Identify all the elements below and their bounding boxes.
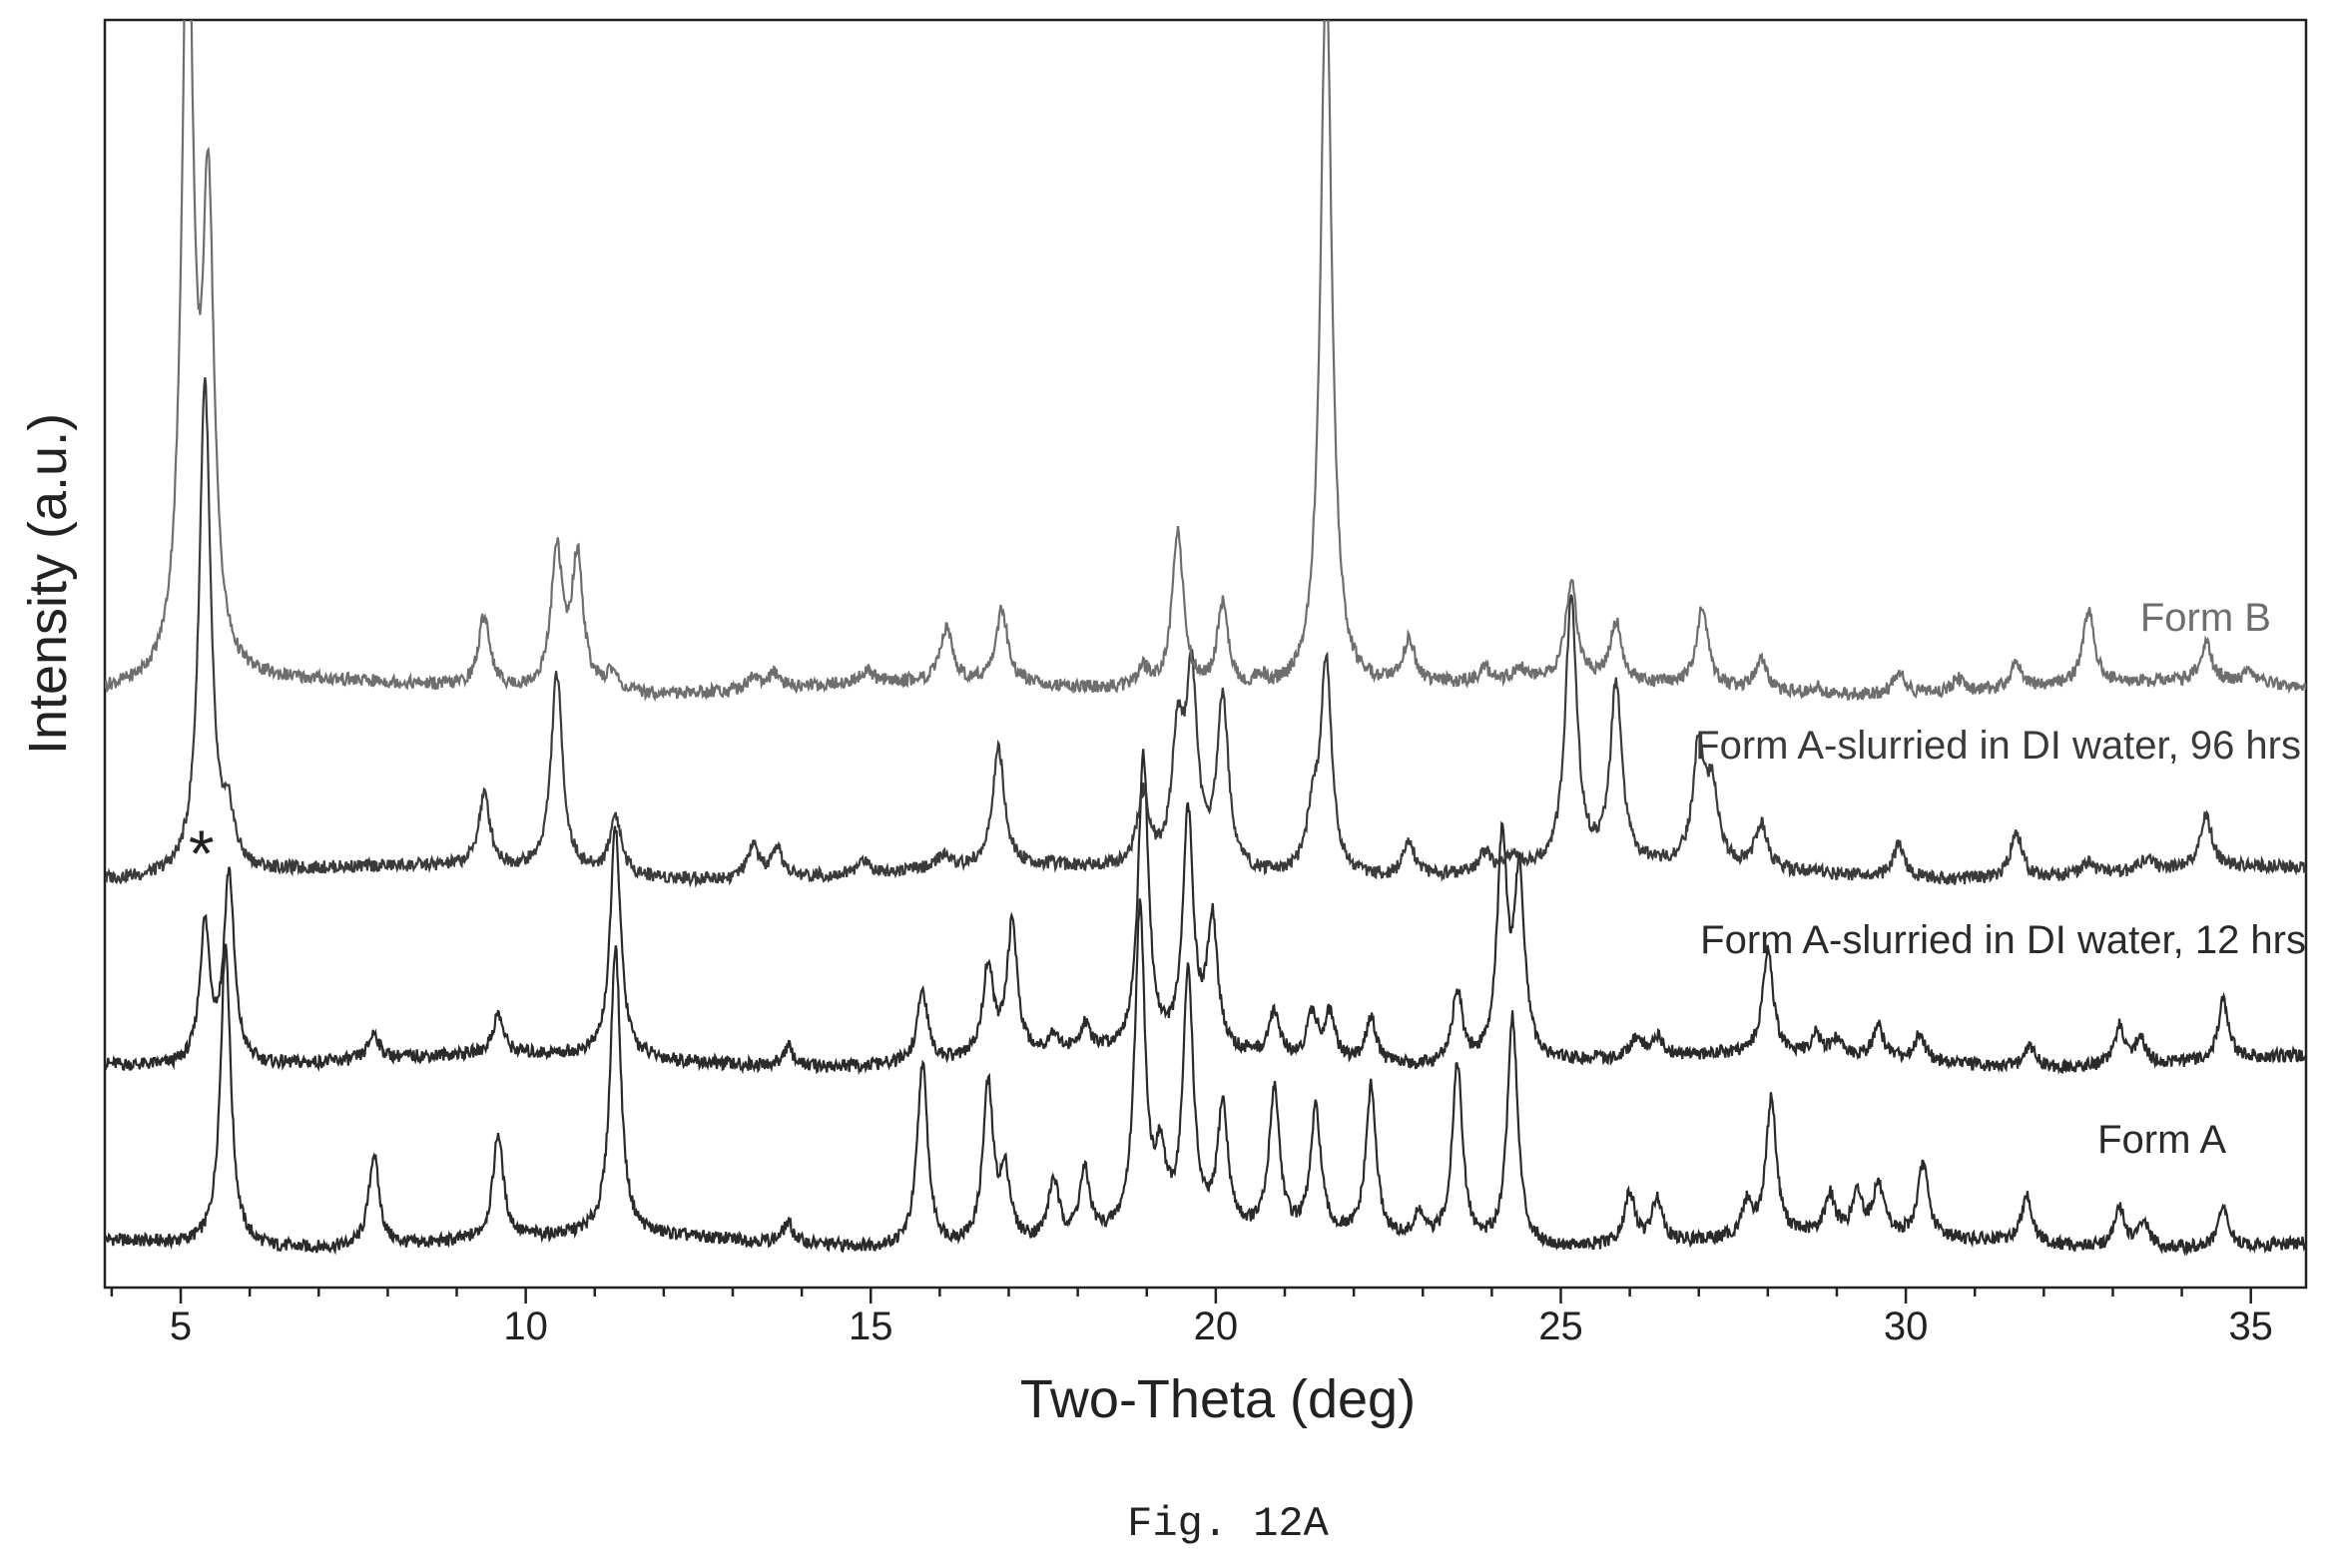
series-label-0: Form A <box>2097 1118 2226 1162</box>
series-line-0 <box>105 898 2306 1258</box>
x-tick-label: 15 <box>849 1305 893 1348</box>
series-label-2: Form A-slurried in DI water, 96 hrs <box>1695 724 2301 768</box>
traces-group <box>105 20 2306 1258</box>
x-tick-label: 25 <box>1538 1305 1583 1348</box>
series-label-3: Form B <box>2140 596 2271 640</box>
x-tick-label: 35 <box>2228 1305 2273 1348</box>
x-tick-label: 30 <box>1884 1305 1929 1348</box>
series-label-1: Form A-slurried in DI water, 12 hrs <box>1700 918 2306 962</box>
annotation-asterisk: * <box>189 816 215 890</box>
x-tick-label: 20 <box>1194 1305 1239 1348</box>
series-labels: Form A Form A-slurried in DI water, 12 hr… <box>1695 596 2306 1162</box>
series-line-3 <box>105 20 2306 703</box>
plot-frame <box>103 18 2308 1290</box>
series-line-1 <box>105 749 2306 1075</box>
x-tick-label: 5 <box>170 1305 192 1348</box>
series-line-2 <box>105 376 2306 888</box>
y-axis-label: Intensity (a.u.) <box>18 413 78 755</box>
x-axis-label: Two-Theta (deg) <box>1020 1369 1416 1429</box>
x-tick-label: 10 <box>503 1305 548 1348</box>
x-axis-ticks: 5 10 15 20 25 30 35 <box>110 1288 2273 1348</box>
figure-caption: Fig. 12A <box>1127 1500 1329 1548</box>
